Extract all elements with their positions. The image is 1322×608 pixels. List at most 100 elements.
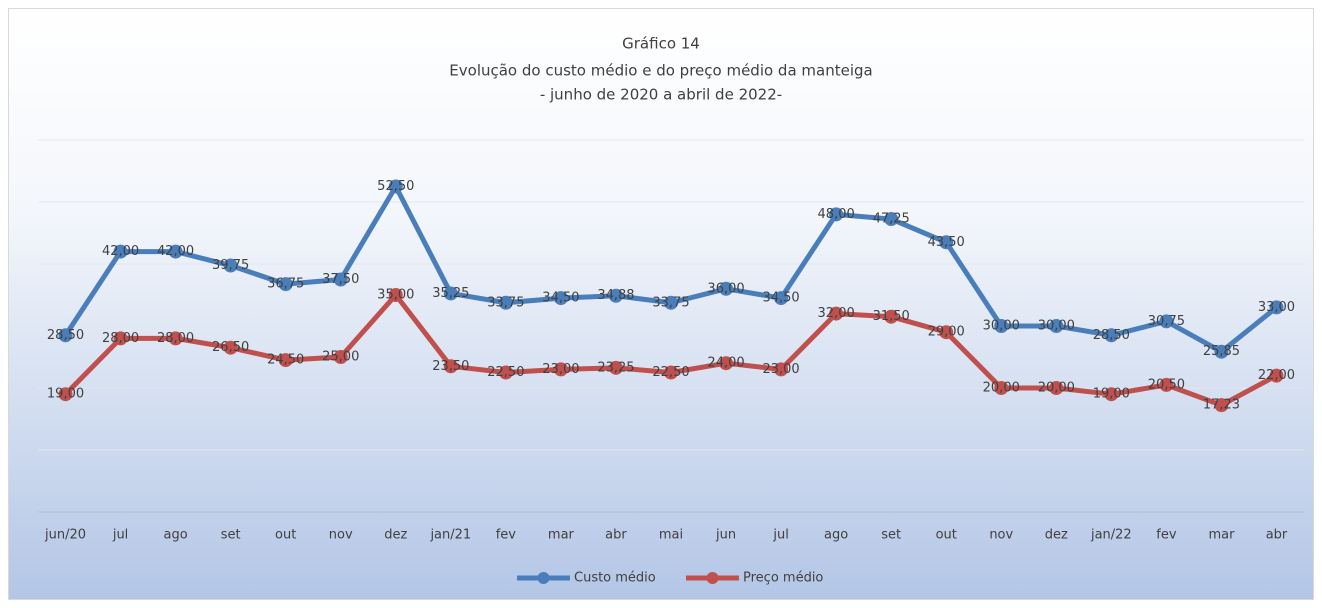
data-label: 52,50 <box>377 179 414 194</box>
data-label: 42,00 <box>102 244 139 259</box>
point-marker <box>994 381 1009 395</box>
point-marker <box>1214 344 1229 359</box>
x-tick-label: set <box>881 528 901 543</box>
point-marker <box>1159 377 1174 392</box>
data-label: 24,50 <box>267 353 304 368</box>
x-tick-label: jan/22 <box>1090 528 1132 543</box>
data-label: 20,00 <box>983 381 1020 396</box>
point-marker <box>1269 368 1284 383</box>
point-marker <box>884 212 899 227</box>
x-tick-label: mar <box>1208 528 1235 543</box>
data-label: 33,00 <box>1258 300 1295 315</box>
data-label: 28,00 <box>157 331 194 346</box>
chart-title: Gráfico 14 <box>622 35 700 53</box>
data-label: 47,25 <box>873 212 910 227</box>
point-marker <box>1049 381 1064 395</box>
point-marker <box>939 325 954 340</box>
data-label: 43,50 <box>928 235 965 250</box>
data-label: 26,50 <box>212 340 249 355</box>
x-tick-label: jan/21 <box>429 528 471 543</box>
data-label: 30,00 <box>983 319 1020 334</box>
data-label: 23,00 <box>762 362 799 377</box>
point-marker <box>829 306 844 321</box>
point-marker <box>1214 398 1229 413</box>
x-tick-label: mar <box>548 528 575 543</box>
x-tick-label: jun/20 <box>44 528 86 543</box>
data-label: 36,75 <box>267 277 304 292</box>
point-marker <box>719 281 734 296</box>
data-label: 19,00 <box>1093 387 1130 402</box>
x-tick-label: abr <box>605 528 627 543</box>
point-marker <box>719 356 734 371</box>
x-tick-label: jul <box>112 528 128 543</box>
x-tick-label: out <box>275 528 296 543</box>
chart-area <box>8 8 1314 600</box>
data-label: 30,00 <box>1038 319 1075 334</box>
point-marker <box>774 291 789 306</box>
x-tick-label: fev <box>1156 528 1177 543</box>
data-label: 34,88 <box>597 288 634 303</box>
data-label: 35,25 <box>432 286 469 301</box>
point-marker <box>58 387 73 402</box>
data-label: 36,00 <box>707 281 744 296</box>
point-marker <box>939 235 954 250</box>
point-marker <box>58 328 73 343</box>
data-label: 22,00 <box>1258 368 1295 383</box>
point-marker <box>333 272 348 287</box>
point-marker <box>498 365 513 380</box>
x-tick-label: ago <box>824 528 848 543</box>
point-marker <box>553 362 568 377</box>
point-marker <box>333 350 348 364</box>
data-label: 23,25 <box>597 360 634 375</box>
data-label: 28,50 <box>1093 328 1130 343</box>
data-label: 28,00 <box>102 331 139 346</box>
data-label: 35,00 <box>377 288 414 303</box>
point-marker <box>388 288 403 302</box>
x-tick-label: fev <box>496 528 517 543</box>
point-marker <box>608 288 623 303</box>
point-marker <box>829 207 844 222</box>
data-label: 34,50 <box>762 291 799 306</box>
point-marker <box>223 258 238 273</box>
point-marker <box>443 286 458 301</box>
data-label: 39,75 <box>212 258 249 273</box>
point-marker <box>994 319 1009 333</box>
point-marker <box>168 244 183 259</box>
data-label: 22,50 <box>652 365 689 380</box>
point-marker <box>168 331 183 346</box>
data-label: 31,50 <box>873 309 910 324</box>
x-tick-label: nov <box>989 528 1013 543</box>
point-marker <box>278 353 293 368</box>
point-marker <box>608 360 623 375</box>
legend-marker <box>706 572 719 584</box>
data-label: 22,50 <box>487 365 524 380</box>
data-label: 34,50 <box>542 291 579 306</box>
x-tick-label: mai <box>659 528 683 543</box>
x-tick-label: ago <box>164 528 188 543</box>
x-tick-label: jun <box>715 528 736 543</box>
point-marker <box>1269 300 1284 315</box>
chart-subtitle: Evolução do custo médio e do preço médio… <box>449 62 872 80</box>
point-marker <box>223 340 238 355</box>
data-label: 24,00 <box>707 356 744 371</box>
x-tick-label: nov <box>329 528 353 543</box>
point-marker <box>553 291 568 306</box>
point-marker <box>1159 314 1174 329</box>
data-label: 23,50 <box>432 359 469 374</box>
point-marker <box>884 309 899 324</box>
point-marker <box>278 277 293 292</box>
point-marker <box>774 362 789 377</box>
data-label: 33,75 <box>652 295 689 310</box>
x-tick-label: set <box>221 528 241 543</box>
legend-label: Preço médio <box>743 571 823 586</box>
point-marker <box>1104 328 1119 343</box>
point-marker <box>1049 319 1064 333</box>
point-marker <box>664 365 678 380</box>
data-label: 23,00 <box>542 362 579 377</box>
x-tick-label: dez <box>384 528 407 543</box>
data-label: 42,00 <box>157 244 194 259</box>
data-label: 28,50 <box>47 328 84 343</box>
data-label: 25,00 <box>322 350 359 365</box>
